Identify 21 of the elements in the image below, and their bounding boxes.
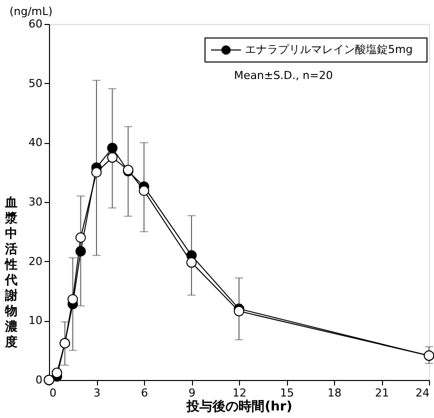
y-tick-label: 20 bbox=[28, 254, 42, 268]
y-tick-label: 50 bbox=[28, 76, 42, 90]
x-tick-label: 15 bbox=[280, 386, 294, 400]
x-tick-label: 3 bbox=[94, 386, 100, 400]
y-tick-label: 60 bbox=[28, 18, 42, 30]
text: 血漿中活性代謝物濃度 bbox=[5, 194, 18, 349]
y-tick-label: 10 bbox=[28, 314, 42, 328]
x-tick-label: 6 bbox=[141, 386, 148, 400]
y-tick-label: 30 bbox=[28, 196, 42, 208]
x-axis-title: 投与後の時間(hr) bbox=[186, 398, 292, 414]
x-tick-label: 12 bbox=[232, 386, 246, 400]
x-tick-label: 24 bbox=[416, 386, 430, 400]
x-tick-label: 18 bbox=[328, 386, 342, 400]
legend-label: エナラプリルマレイン酸塩錠5mg bbox=[245, 43, 413, 56]
y-tick-label: 40 bbox=[28, 136, 42, 150]
text: (ng/mL) bbox=[9, 5, 53, 18]
y-tick-label: 0 bbox=[36, 374, 42, 386]
annotation: Mean±S.D., n=20 bbox=[234, 69, 333, 82]
x-tick-label: 9 bbox=[188, 386, 196, 400]
x-tick-label: 0 bbox=[50, 386, 56, 400]
x-tick-label: 21 bbox=[375, 386, 389, 400]
